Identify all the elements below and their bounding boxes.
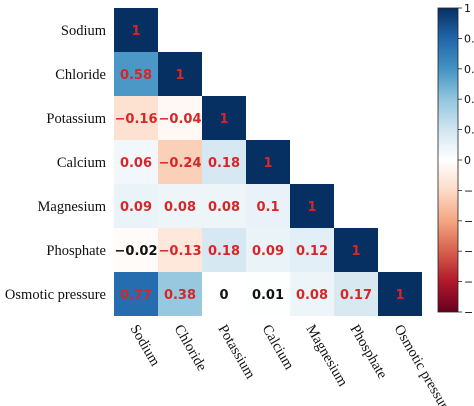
column-label: Potassium [215, 322, 259, 382]
heatmap-cell [246, 272, 290, 316]
heatmap-cell [202, 184, 246, 228]
cell-value-label: 0.17 [340, 288, 372, 303]
cell-value-label: 0 [219, 288, 228, 303]
column-label: Osmotic pressure [391, 322, 455, 406]
cell-value-label: −0.24 [159, 156, 202, 171]
cell-value-label: 0.77 [120, 288, 152, 303]
heatmap-cell [246, 140, 290, 184]
heatmap-cell [202, 96, 246, 140]
cell-value-label: 0.06 [120, 156, 152, 171]
heatmap-cell [246, 228, 290, 272]
heatmap-cell [158, 52, 202, 96]
colorbar-gradient [437, 7, 459, 313]
column-label: Phosphate [347, 322, 391, 382]
cell-value-label: 0.1 [256, 200, 279, 215]
heatmap-cell [114, 96, 158, 140]
cell-value-label: 1 [175, 68, 184, 83]
cell-value-label: 0.12 [296, 244, 328, 259]
heatmap-cell [114, 272, 158, 316]
column-label: Chloride [171, 322, 210, 374]
row-label: Phosphate [46, 243, 106, 259]
row-label: Sodium [61, 23, 107, 39]
cell-value-label: 1 [351, 244, 360, 259]
heatmap-cells: 1 0.58 1 −0.16 −0.04 1 0.06 −0.24 0.18 1 0.09 0.08 0… [114, 8, 422, 316]
cell-value-label: 0.09 [252, 244, 284, 259]
cell-value-label: −0.02 [115, 244, 158, 259]
colorbar-tick-label: −0.4 [464, 215, 474, 228]
heatmap-cell [158, 96, 202, 140]
heatmap-cell [114, 8, 158, 52]
colorbar: 1 0.8 0.6 0.4 0.2 0 −0.2 −0.4 −0.6 −0.8 −1 [437, 2, 474, 319]
colorbar-tick-label: −0.6 [464, 245, 474, 258]
colorbar-tick-label: −1 [464, 306, 474, 319]
cell-value-label: 1 [131, 24, 140, 39]
cell-value-label: −0.16 [115, 112, 158, 127]
colorbar-tick-label: 0.4 [464, 93, 474, 106]
cell-value-label: 1 [395, 288, 404, 303]
heatmap-cell [158, 140, 202, 184]
heatmap-cell [290, 184, 334, 228]
heatmap-cell [246, 184, 290, 228]
heatmap-cell [158, 272, 202, 316]
colorbar-tick-label: 1 [464, 2, 471, 15]
colorbar-tick-label: 0.8 [464, 32, 474, 45]
colorbar-tick-label: 0 [464, 154, 471, 167]
colorbar-tick-label: 0.2 [464, 124, 474, 137]
heatmap-cell [290, 228, 334, 272]
cell-value-label: 0.08 [208, 200, 240, 215]
cell-value-label: 0.08 [296, 288, 328, 303]
cell-value-label: 0.01 [252, 288, 284, 303]
column-labels: Sodium Chloride Potassium Calcium MagnesiumP… [127, 322, 455, 406]
heatmap-cell [202, 140, 246, 184]
row-label: Magnesium [38, 199, 107, 215]
heatmap-cell [114, 184, 158, 228]
heatmap-cell [202, 272, 246, 316]
heatmap-cell [114, 52, 158, 96]
cell-value-label: 1 [263, 156, 272, 171]
heatmap-cell [334, 272, 378, 316]
cell-value-label: 1 [307, 200, 316, 215]
heatmap-cell [114, 140, 158, 184]
cell-value-label: −0.13 [159, 244, 202, 259]
cell-value-label: 1 [219, 112, 228, 127]
colorbar-tick-label: −0.8 [464, 276, 474, 289]
cell-value-label: 0.38 [164, 288, 196, 303]
cell-value-label: 0.09 [120, 200, 152, 215]
cell-value-label: 0.08 [164, 200, 196, 215]
heatmap-cell [334, 228, 378, 272]
heatmap-cell [158, 184, 202, 228]
heatmap-cell [158, 228, 202, 272]
cell-value-label: 0.18 [208, 244, 240, 259]
heatmap-cell [202, 228, 246, 272]
row-label: Chloride [55, 67, 106, 83]
cell-value-label: 0.58 [120, 68, 152, 83]
cell-value-label: 0.18 [208, 156, 240, 171]
column-label: Sodium [127, 322, 164, 370]
cell-value-label: −0.04 [159, 112, 202, 127]
heatmap-cell [290, 272, 334, 316]
heatmap-cell [114, 228, 158, 272]
row-label: Osmotic pressure [5, 287, 106, 303]
row-labels: Sodium Chloride Potassium Calcium Magnesium P… [5, 23, 107, 303]
column-label: Calcium [259, 322, 298, 373]
row-label: Calcium [57, 155, 107, 171]
column-label: Magnesium [303, 322, 351, 390]
heatmap-cell [378, 272, 422, 316]
row-label: Potassium [46, 111, 106, 127]
colorbar-tick-label: 0.6 [464, 63, 474, 76]
colorbar-tick-label: −0.2 [464, 184, 474, 197]
